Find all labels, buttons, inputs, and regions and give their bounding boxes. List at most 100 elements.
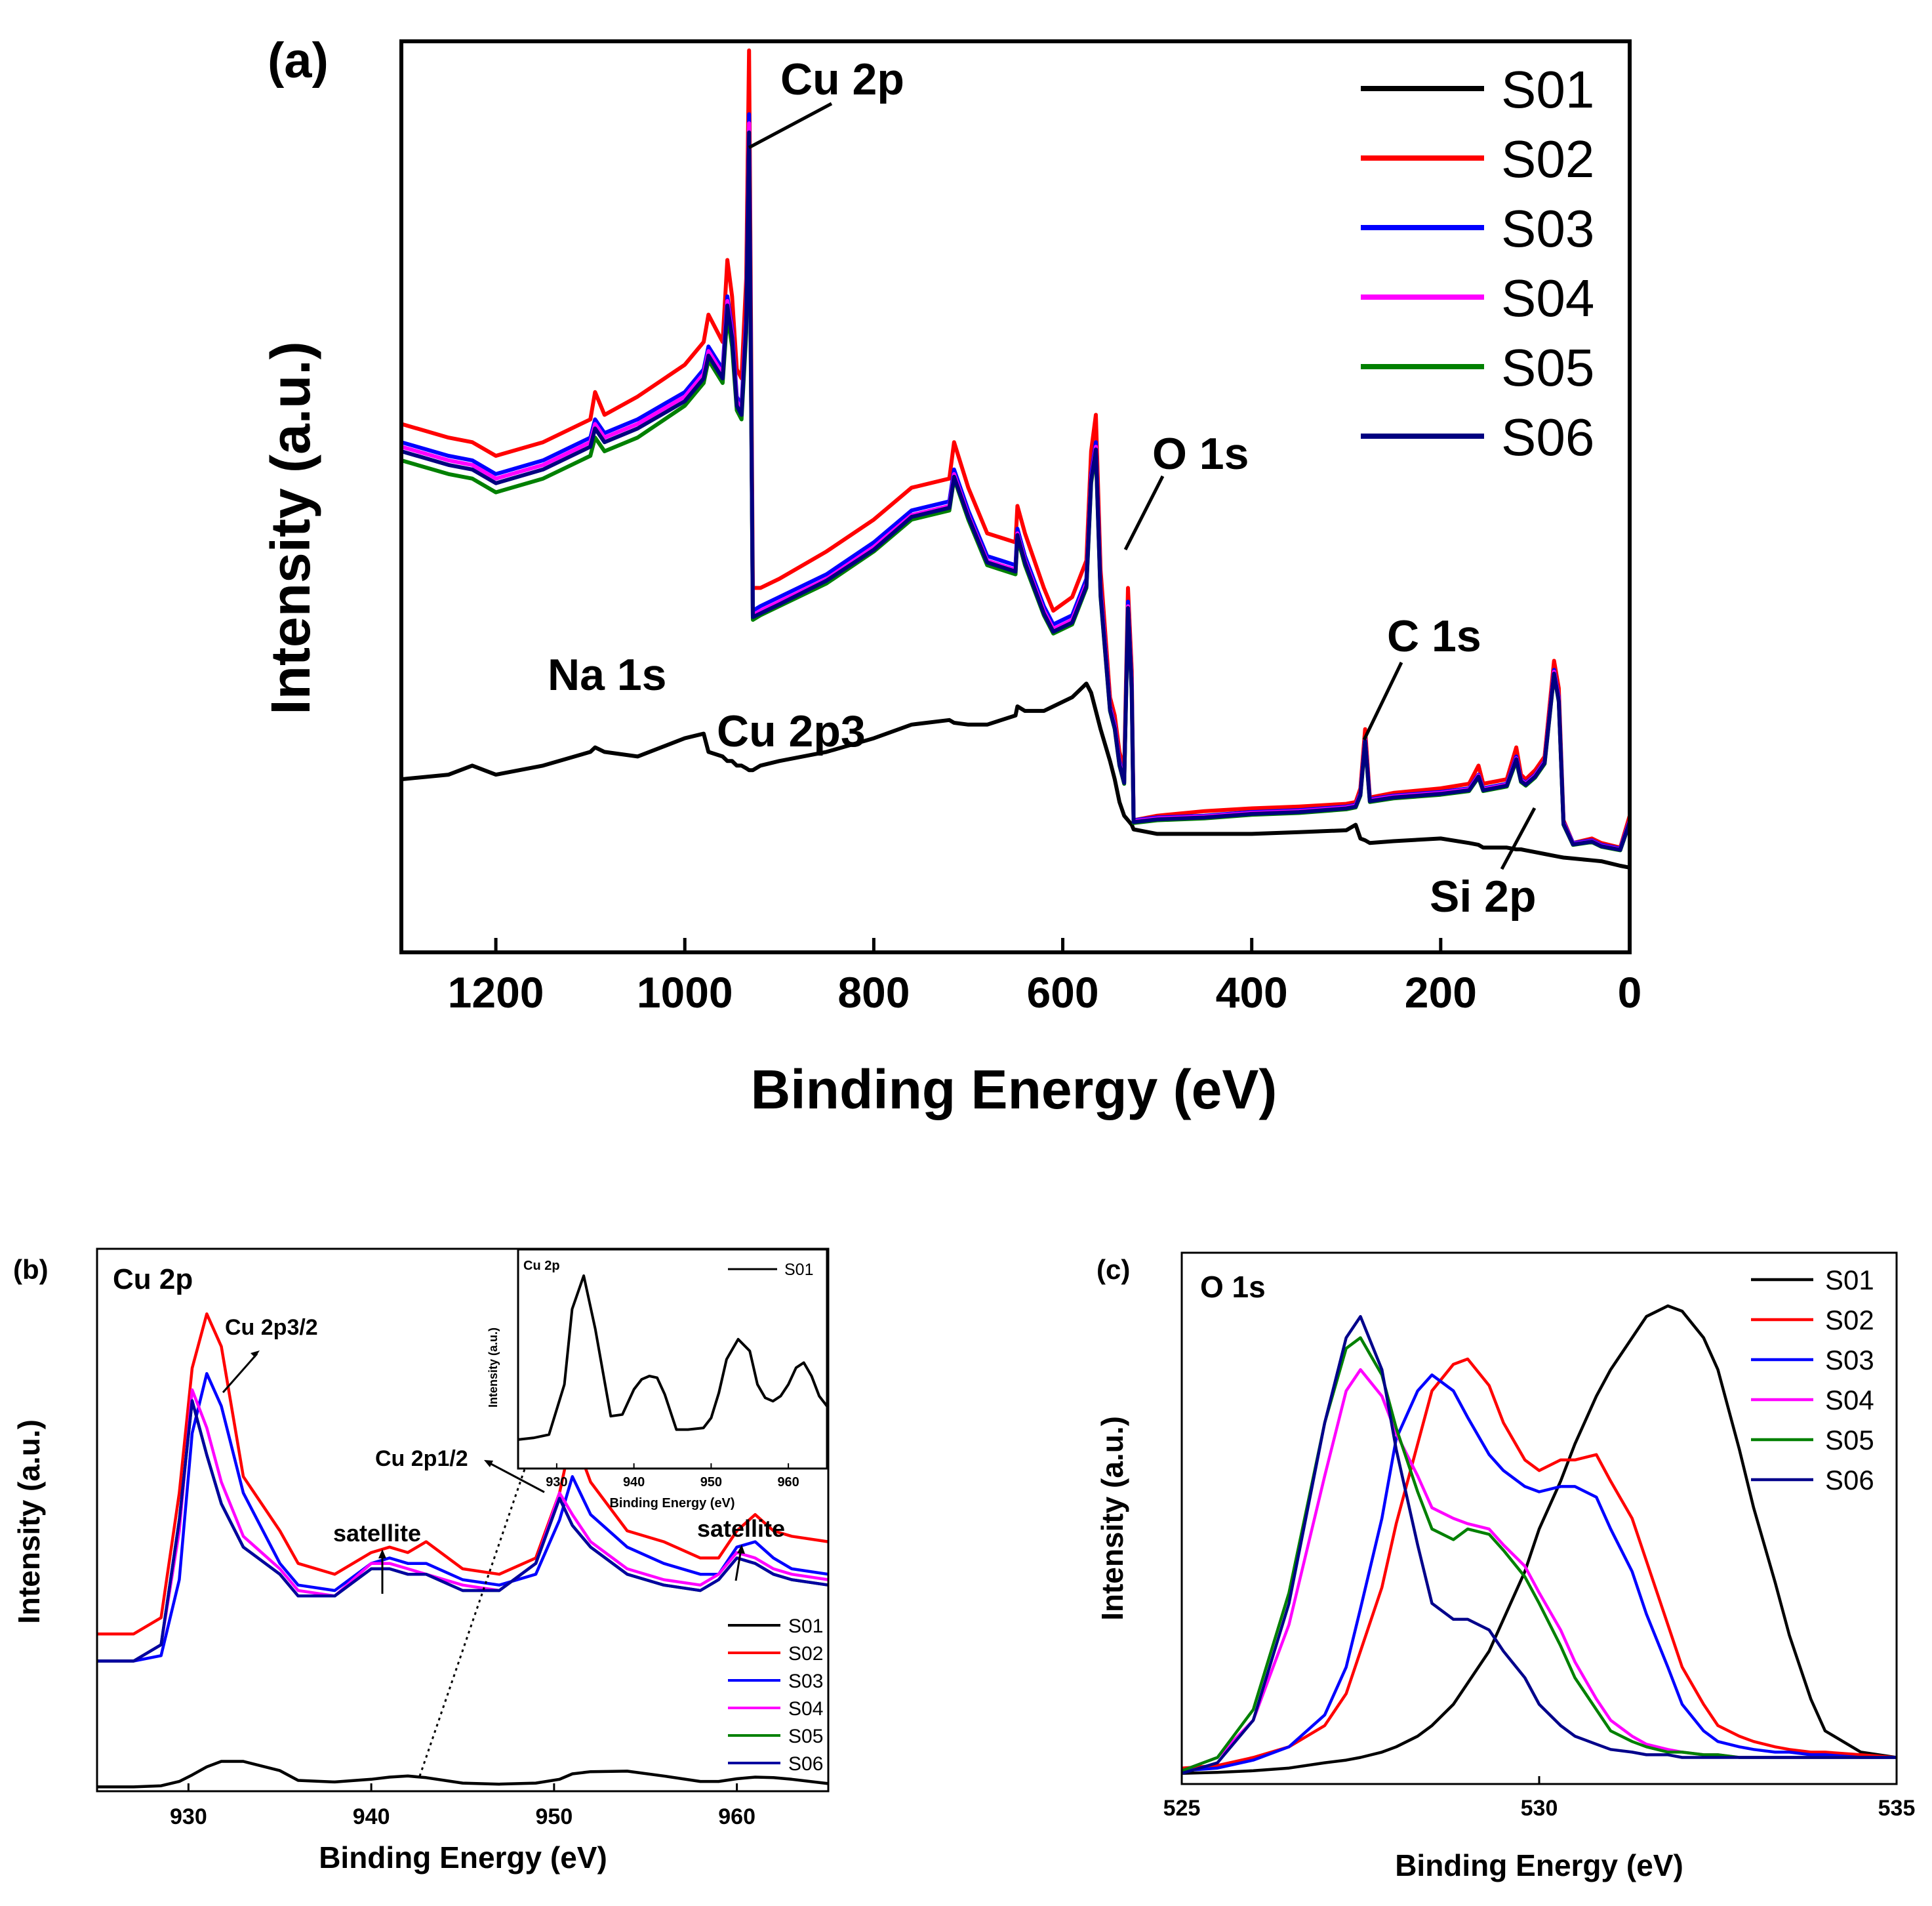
series-line-s06: [1181, 1314, 1897, 1775]
series-line-s01: [401, 681, 1630, 870]
panel-b-plot-frame: [96, 1247, 830, 1793]
inset-connector: [418, 1469, 526, 1777]
legend-label-s04: S04: [1825, 1385, 1874, 1415]
series-line-s03: [1181, 1373, 1897, 1773]
inset-background: [518, 1249, 827, 1469]
arrow-head-cu2p12: [484, 1460, 493, 1467]
legend-label-s01: S01: [1825, 1265, 1874, 1295]
panel-b: (b) Cu 2p 930 940 950 960 Binding Energy (e…: [12, 1247, 830, 1875]
peak-label-cu2p3: Cu 2p3: [717, 706, 866, 756]
inset-x-tick-label: 940: [623, 1475, 645, 1490]
peak-leader-o1s: [1123, 475, 1165, 551]
inset-x-tick-label: 930: [546, 1475, 567, 1490]
x-tick-label: 535: [1878, 1796, 1916, 1821]
inset-legend-label: S01: [784, 1261, 813, 1279]
x-tick-label: 960: [718, 1804, 755, 1829]
legend-label-s06: S06: [1825, 1465, 1874, 1495]
inset-x-axis-label: Binding Energy (eV): [609, 1496, 735, 1511]
legend-label-s06: S06: [1501, 408, 1594, 466]
panel-b-x-axis-label: Binding Energy (eV): [319, 1840, 607, 1875]
arrow-head-satellite-1: [378, 1549, 386, 1558]
panel-c-x-axis-label: Binding Energy (eV): [1395, 1848, 1683, 1882]
panel-c-plot-frame: [1180, 1251, 1898, 1785]
peak-label-na1s: Na 1s: [548, 650, 666, 700]
x-tick-label: 600: [1026, 968, 1098, 1017]
x-tick-label: 0: [1618, 968, 1642, 1017]
legend-label-s05: S05: [788, 1726, 823, 1747]
panel-b-series: [97, 1312, 829, 1789]
x-tick-label: 200: [1405, 968, 1477, 1017]
arrow-head-cu2p32: [251, 1350, 260, 1358]
panel-b-x-tick-labels: 930 940 950 960: [170, 1804, 755, 1829]
series-line-s02: [1181, 1357, 1897, 1770]
series-line-s06: [97, 1399, 829, 1663]
panel-b-legend: S01 S02 S03 S04 S05 S06: [728, 1615, 823, 1775]
legend-label-s04: S04: [1501, 269, 1594, 327]
panel-c-x-tick-labels: 525 530 535: [1163, 1796, 1916, 1821]
series-line-s06: [401, 130, 1632, 852]
x-tick-label: 1000: [637, 968, 733, 1017]
inset-frame: [517, 1248, 828, 1470]
inset-x-tick-label: 950: [700, 1475, 722, 1490]
legend-label-s03: S03: [788, 1671, 823, 1692]
peak-leader-cu2p: [748, 102, 833, 150]
panel-a-legend: S01 S02 S03 S04 S05 S06: [1361, 60, 1594, 466]
peak-label-cu2p32: Cu 2p3/2: [225, 1315, 318, 1340]
x-tick-label: 950: [536, 1804, 573, 1829]
panel-c-label: (c): [1097, 1254, 1130, 1285]
panel-c-y-axis-label: Intensity (a.u.): [1095, 1416, 1129, 1621]
peak-label-c1s: C 1s: [1387, 611, 1481, 661]
panel-a-plot-frame: [399, 39, 1632, 954]
x-tick-label: 800: [837, 968, 910, 1017]
legend-label-s03: S03: [1501, 199, 1594, 258]
panel-c-title: O 1s: [1200, 1270, 1266, 1304]
inset-title: Cu 2p: [523, 1259, 560, 1273]
inset-x-tick-label: 960: [777, 1475, 799, 1490]
series-line-s04: [97, 1388, 829, 1663]
x-tick-label: 530: [1521, 1796, 1558, 1821]
inset-series: [517, 1274, 828, 1441]
x-tick-label: 525: [1163, 1796, 1201, 1821]
peak-leader-si2p: [1500, 807, 1537, 870]
panel-a-x-tick-labels: 1200 1000 800 600 400 200 0: [448, 968, 1642, 1017]
legend-label-s01: S01: [1501, 60, 1594, 119]
legend-label-s03: S03: [1825, 1345, 1874, 1375]
arrow-cu2p12: [488, 1461, 545, 1493]
panel-b-title: Cu 2p: [113, 1263, 193, 1295]
panel-a-label: (a): [268, 33, 329, 89]
panel-c-series: [1181, 1304, 1897, 1775]
arrow-cu2p32: [222, 1353, 258, 1393]
legend-label-s01: S01: [788, 1615, 823, 1637]
inset-y-axis-label: Intensity (a.u.): [487, 1328, 500, 1408]
panel-b-label: (b): [13, 1254, 49, 1285]
x-tick-label: 940: [353, 1804, 390, 1829]
series-line-s01: [1181, 1304, 1897, 1775]
peak-label-o1s: O 1s: [1152, 429, 1249, 479]
arrow-satellite-2: [735, 1549, 742, 1581]
peak-leader-c1s: [1362, 661, 1403, 741]
legend-label-s02: S02: [1825, 1305, 1874, 1335]
series-line-s01: [97, 1760, 829, 1789]
panel-b-y-axis-label: Intensity (a.u.): [12, 1419, 46, 1624]
legend-label-s04: S04: [788, 1698, 823, 1720]
x-tick-label: 1200: [448, 968, 544, 1017]
panel-a-x-axis-label: Binding Energy (eV): [751, 1059, 1278, 1120]
legend-label-s06: S06: [788, 1753, 823, 1775]
peak-label-satellite-1: satellite: [333, 1520, 421, 1547]
legend-label-s02: S02: [788, 1643, 823, 1665]
legend-label-s02: S02: [1501, 130, 1594, 188]
panel-a-y-axis-label: Intensity (a.u.): [260, 341, 321, 714]
inset-x-tick-labels: 930 940 950 960: [546, 1475, 799, 1490]
inset-series-line-s01: [517, 1274, 828, 1441]
peak-label-cu2p12: Cu 2p1/2: [375, 1446, 468, 1471]
peak-label-si2p: Si 2p: [1430, 872, 1537, 922]
x-tick-label: 400: [1216, 968, 1288, 1017]
peak-label-cu2p: Cu 2p: [780, 54, 904, 104]
panel-b-inset: 930 940 950 960 Cu 2p S01 Binding Energy (e…: [487, 1248, 828, 1511]
peak-label-satellite-2: satellite: [697, 1515, 785, 1542]
panel-c: (c) O 1s 525 530 535 Binding Energy (eV) I…: [1095, 1251, 1916, 1882]
arrow-head-satellite-2: [737, 1545, 745, 1554]
panel-b-x-ticks: [187, 1783, 738, 1791]
x-tick-label: 930: [170, 1804, 207, 1829]
